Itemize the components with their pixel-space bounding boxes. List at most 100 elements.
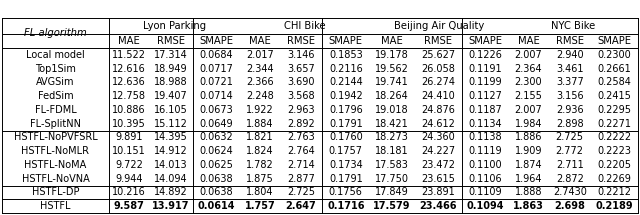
Text: 0.2222: 0.2222 [597, 132, 632, 142]
Text: 0.2295: 0.2295 [598, 105, 632, 115]
Text: 2.764: 2.764 [287, 146, 315, 156]
Text: 1.757: 1.757 [244, 201, 275, 211]
Text: 0.1191: 0.1191 [468, 64, 502, 74]
Text: 0.1187: 0.1187 [468, 105, 502, 115]
Text: 1.884: 1.884 [246, 119, 273, 129]
Text: 2.725: 2.725 [287, 187, 315, 197]
Text: 0.2300: 0.2300 [598, 50, 631, 60]
Text: 12.758: 12.758 [112, 91, 146, 101]
Text: RMSE: RMSE [556, 36, 584, 46]
Text: 24.612: 24.612 [421, 119, 455, 129]
Text: 0.0632: 0.0632 [200, 132, 234, 142]
Text: 1.964: 1.964 [515, 174, 542, 184]
Text: 2.698: 2.698 [554, 201, 585, 211]
Text: 0.1757: 0.1757 [329, 146, 363, 156]
Text: RMSE: RMSE [157, 36, 185, 46]
Text: 0.1716: 0.1716 [327, 201, 365, 211]
Text: 0.2661: 0.2661 [598, 64, 631, 74]
Text: 0.1796: 0.1796 [329, 105, 363, 115]
Text: 13.917: 13.917 [152, 201, 190, 211]
Text: MAE: MAE [381, 36, 403, 46]
Text: 14.912: 14.912 [154, 146, 188, 156]
Text: 12.616: 12.616 [112, 64, 146, 74]
Text: 26.274: 26.274 [421, 77, 455, 87]
Text: 0.1138: 0.1138 [468, 132, 502, 142]
Text: 2.366: 2.366 [246, 77, 274, 87]
Text: 23.472: 23.472 [421, 160, 455, 170]
Text: 1.824: 1.824 [246, 146, 274, 156]
Text: 1.909: 1.909 [515, 146, 542, 156]
Text: 1.804: 1.804 [246, 187, 273, 197]
Text: 0.1106: 0.1106 [468, 174, 502, 184]
Text: 10.395: 10.395 [112, 119, 146, 129]
Text: 9.891: 9.891 [115, 132, 143, 142]
Text: 18.181: 18.181 [375, 146, 409, 156]
Text: FL algorithm: FL algorithm [24, 28, 87, 38]
Text: MAE: MAE [118, 36, 140, 46]
Text: 0.2584: 0.2584 [598, 77, 632, 87]
Text: 2.892: 2.892 [287, 119, 315, 129]
Text: 18.988: 18.988 [154, 77, 188, 87]
Text: 26.058: 26.058 [421, 64, 455, 74]
Text: 0.2144: 0.2144 [329, 77, 363, 87]
Text: 14.395: 14.395 [154, 132, 188, 142]
Text: 3.461: 3.461 [556, 64, 584, 74]
Text: 23.615: 23.615 [421, 174, 455, 184]
Text: Top1Sim: Top1Sim [35, 64, 76, 74]
Text: 19.407: 19.407 [154, 91, 188, 101]
Text: 0.1853: 0.1853 [329, 50, 363, 60]
Text: 0.1791: 0.1791 [329, 174, 363, 184]
Text: 2.364: 2.364 [515, 64, 542, 74]
Text: 18.273: 18.273 [375, 132, 409, 142]
Text: 9.722: 9.722 [115, 160, 143, 170]
Text: 0.1734: 0.1734 [329, 160, 363, 170]
Text: Beijing Air Quality: Beijing Air Quality [394, 21, 484, 31]
Text: 0.1094: 0.1094 [467, 201, 504, 211]
Text: 1.782: 1.782 [246, 160, 274, 170]
Text: 3.146: 3.146 [287, 50, 315, 60]
Text: 17.579: 17.579 [373, 201, 411, 211]
Text: 0.0638: 0.0638 [200, 174, 233, 184]
Text: 0.1119: 0.1119 [468, 146, 502, 156]
Text: 2.155: 2.155 [515, 91, 543, 101]
Text: 1.874: 1.874 [515, 160, 542, 170]
Text: 0.0614: 0.0614 [198, 201, 235, 211]
Text: HSTFL-NoVNA: HSTFL-NoVNA [22, 174, 89, 184]
Text: HSTFL: HSTFL [40, 201, 70, 211]
Text: 18.264: 18.264 [375, 91, 409, 101]
Text: CHI Bike: CHI Bike [284, 21, 325, 31]
Text: 19.741: 19.741 [375, 77, 409, 87]
Text: 17.849: 17.849 [375, 187, 409, 197]
Text: 24.876: 24.876 [421, 105, 455, 115]
Text: 0.1756: 0.1756 [329, 187, 363, 197]
Text: 19.018: 19.018 [375, 105, 409, 115]
Text: 1.888: 1.888 [515, 187, 542, 197]
Text: 12.636: 12.636 [112, 77, 146, 87]
Text: 0.1942: 0.1942 [329, 91, 363, 101]
Text: SMAPE: SMAPE [200, 36, 234, 46]
Text: 18.949: 18.949 [154, 64, 188, 74]
Text: 0.0638: 0.0638 [200, 187, 233, 197]
Text: 1.922: 1.922 [246, 105, 274, 115]
Text: 0.1760: 0.1760 [329, 132, 363, 142]
Text: 0.1100: 0.1100 [468, 160, 502, 170]
Text: FedSim: FedSim [38, 91, 73, 101]
Text: 24.360: 24.360 [421, 132, 455, 142]
Text: 0.1134: 0.1134 [468, 119, 502, 129]
Text: 10.216: 10.216 [112, 187, 146, 197]
Text: 0.1199: 0.1199 [468, 77, 502, 87]
Text: 14.013: 14.013 [154, 160, 188, 170]
Text: RMSE: RMSE [424, 36, 452, 46]
Text: MAE: MAE [249, 36, 271, 46]
Text: 0.0673: 0.0673 [200, 105, 234, 115]
Text: 14.892: 14.892 [154, 187, 188, 197]
Text: 1.821: 1.821 [246, 132, 274, 142]
Text: MAE: MAE [518, 36, 540, 46]
Text: 0.2189: 0.2189 [596, 201, 634, 211]
Text: NYC Bike: NYC Bike [551, 21, 595, 31]
Text: SMAPE: SMAPE [329, 36, 363, 46]
Text: Local model: Local model [26, 50, 84, 60]
Text: 2.248: 2.248 [246, 91, 274, 101]
Text: FL-FDML: FL-FDML [35, 105, 76, 115]
Text: 3.156: 3.156 [556, 91, 584, 101]
